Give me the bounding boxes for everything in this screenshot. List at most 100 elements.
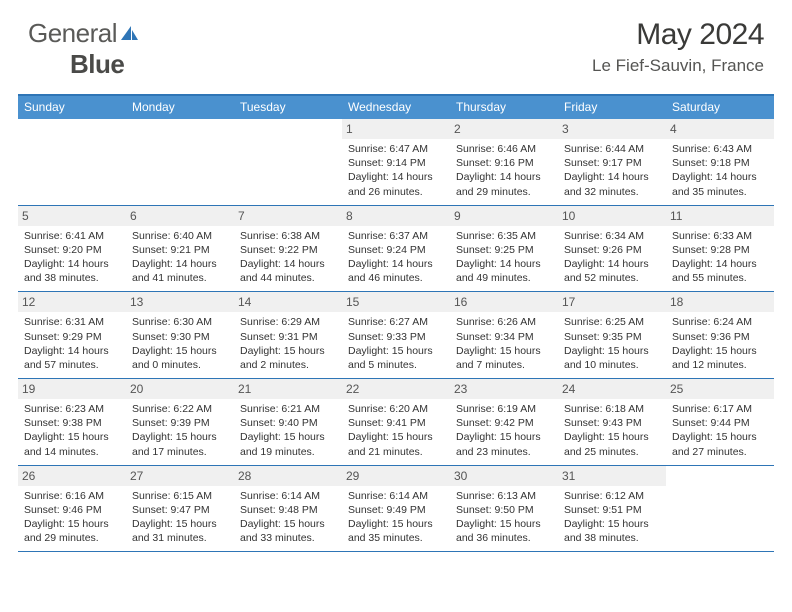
day-number: 14 (234, 292, 342, 312)
day-cell: 25Sunrise: 6:17 AMSunset: 9:44 PMDayligh… (666, 379, 774, 465)
sunset-line: Sunset: 9:14 PM (348, 156, 444, 170)
sunset-line: Sunset: 9:39 PM (132, 416, 228, 430)
logo-part1: General (28, 18, 117, 48)
day-number: 16 (450, 292, 558, 312)
daylight-line-1: Daylight: 14 hours (672, 257, 768, 271)
daylight-line-1: Daylight: 14 hours (24, 257, 120, 271)
day-number: 3 (558, 119, 666, 139)
sunrise-line: Sunrise: 6:12 AM (564, 489, 660, 503)
logo-sail-icon (119, 18, 139, 49)
day-number: 2 (450, 119, 558, 139)
day-cell: 9Sunrise: 6:35 AMSunset: 9:25 PMDaylight… (450, 206, 558, 292)
location: Le Fief-Sauvin, France (592, 56, 764, 76)
sunset-line: Sunset: 9:46 PM (24, 503, 120, 517)
sunrise-line: Sunrise: 6:27 AM (348, 315, 444, 329)
sunrise-line: Sunrise: 6:24 AM (672, 315, 768, 329)
sunset-line: Sunset: 9:31 PM (240, 330, 336, 344)
day-number: 1 (342, 119, 450, 139)
sunset-line: Sunset: 9:25 PM (456, 243, 552, 257)
day-cell: 3Sunrise: 6:44 AMSunset: 9:17 PMDaylight… (558, 119, 666, 205)
day-cell: 27Sunrise: 6:15 AMSunset: 9:47 PMDayligh… (126, 466, 234, 552)
sunrise-line: Sunrise: 6:23 AM (24, 402, 120, 416)
daylight-line-2: and 35 minutes. (348, 531, 444, 545)
sunrise-line: Sunrise: 6:38 AM (240, 229, 336, 243)
sunset-line: Sunset: 9:21 PM (132, 243, 228, 257)
sunrise-line: Sunrise: 6:17 AM (672, 402, 768, 416)
day-cell: . (18, 119, 126, 205)
sunrise-line: Sunrise: 6:20 AM (348, 402, 444, 416)
sunrise-line: Sunrise: 6:26 AM (456, 315, 552, 329)
day-cell: 4Sunrise: 6:43 AMSunset: 9:18 PMDaylight… (666, 119, 774, 205)
daylight-line-2: and 21 minutes. (348, 445, 444, 459)
sunrise-line: Sunrise: 6:46 AM (456, 142, 552, 156)
daylight-line-2: and 7 minutes. (456, 358, 552, 372)
logo-text: General Blue (28, 18, 139, 80)
daylight-line-1: Daylight: 14 hours (240, 257, 336, 271)
day-cell: 31Sunrise: 6:12 AMSunset: 9:51 PMDayligh… (558, 466, 666, 552)
day-cell: 1Sunrise: 6:47 AMSunset: 9:14 PMDaylight… (342, 119, 450, 205)
weekday-header: Thursday (450, 96, 558, 119)
sunrise-line: Sunrise: 6:43 AM (672, 142, 768, 156)
daylight-line-1: Daylight: 14 hours (348, 170, 444, 184)
daylight-line-1: Daylight: 15 hours (456, 344, 552, 358)
day-cell: 24Sunrise: 6:18 AMSunset: 9:43 PMDayligh… (558, 379, 666, 465)
sunset-line: Sunset: 9:41 PM (348, 416, 444, 430)
logo: General Blue (28, 18, 139, 80)
sunset-line: Sunset: 9:30 PM (132, 330, 228, 344)
daylight-line-2: and 19 minutes. (240, 445, 336, 459)
sunrise-line: Sunrise: 6:30 AM (132, 315, 228, 329)
day-number: 11 (666, 206, 774, 226)
daylight-line-2: and 5 minutes. (348, 358, 444, 372)
day-cell: 5Sunrise: 6:41 AMSunset: 9:20 PMDaylight… (18, 206, 126, 292)
daylight-line-2: and 41 minutes. (132, 271, 228, 285)
daylight-line-1: Daylight: 15 hours (240, 430, 336, 444)
sunset-line: Sunset: 9:48 PM (240, 503, 336, 517)
day-number: 15 (342, 292, 450, 312)
day-cell: 16Sunrise: 6:26 AMSunset: 9:34 PMDayligh… (450, 292, 558, 378)
weekday-header: Friday (558, 96, 666, 119)
sunrise-line: Sunrise: 6:21 AM (240, 402, 336, 416)
day-cell: 21 Sunrise: 6:21 AMSunset: 9:40 PMDayligh… (234, 379, 342, 465)
day-number: 21 (234, 379, 342, 399)
day-number: 20 (126, 379, 234, 399)
daylight-line-1: Daylight: 15 hours (348, 517, 444, 531)
daylight-line-2: and 38 minutes. (24, 271, 120, 285)
day-number: 25 (666, 379, 774, 399)
sunset-line: Sunset: 9:18 PM (672, 156, 768, 170)
sunrise-line: Sunrise: 6:44 AM (564, 142, 660, 156)
sunset-line: Sunset: 9:33 PM (348, 330, 444, 344)
sunset-line: Sunset: 9:29 PM (24, 330, 120, 344)
day-number: 7 (234, 206, 342, 226)
sunset-line: Sunset: 9:16 PM (456, 156, 552, 170)
sunset-line: Sunset: 9:51 PM (564, 503, 660, 517)
daylight-line-2: and 25 minutes. (564, 445, 660, 459)
daylight-line-1: Daylight: 15 hours (456, 430, 552, 444)
daylight-line-2: and 35 minutes. (672, 185, 768, 199)
sunset-line: Sunset: 9:28 PM (672, 243, 768, 257)
daylight-line-1: Daylight: 14 hours (348, 257, 444, 271)
daylight-line-2: and 32 minutes. (564, 185, 660, 199)
sunset-line: Sunset: 9:38 PM (24, 416, 120, 430)
day-number: 28 (234, 466, 342, 486)
day-number: 18 (666, 292, 774, 312)
sunset-line: Sunset: 9:40 PM (240, 416, 336, 430)
sunset-line: Sunset: 9:44 PM (672, 416, 768, 430)
sunrise-line: Sunrise: 6:25 AM (564, 315, 660, 329)
sunrise-line: Sunrise: 6:14 AM (348, 489, 444, 503)
sunrise-line: Sunrise: 6:14 AM (240, 489, 336, 503)
sunset-line: Sunset: 9:17 PM (564, 156, 660, 170)
daylight-line-2: and 33 minutes. (240, 531, 336, 545)
day-cell: 11Sunrise: 6:33 AMSunset: 9:28 PMDayligh… (666, 206, 774, 292)
daylight-line-2: and 52 minutes. (564, 271, 660, 285)
weekday-header: Saturday (666, 96, 774, 119)
sunrise-line: Sunrise: 6:13 AM (456, 489, 552, 503)
sunset-line: Sunset: 9:50 PM (456, 503, 552, 517)
daylight-line-1: Daylight: 15 hours (456, 517, 552, 531)
day-cell: . (666, 466, 774, 552)
day-number: 23 (450, 379, 558, 399)
day-cell: . (234, 119, 342, 205)
daylight-line-2: and 38 minutes. (564, 531, 660, 545)
sunrise-line: Sunrise: 6:41 AM (24, 229, 120, 243)
daylight-line-1: Daylight: 15 hours (564, 344, 660, 358)
sunrise-line: Sunrise: 6:34 AM (564, 229, 660, 243)
